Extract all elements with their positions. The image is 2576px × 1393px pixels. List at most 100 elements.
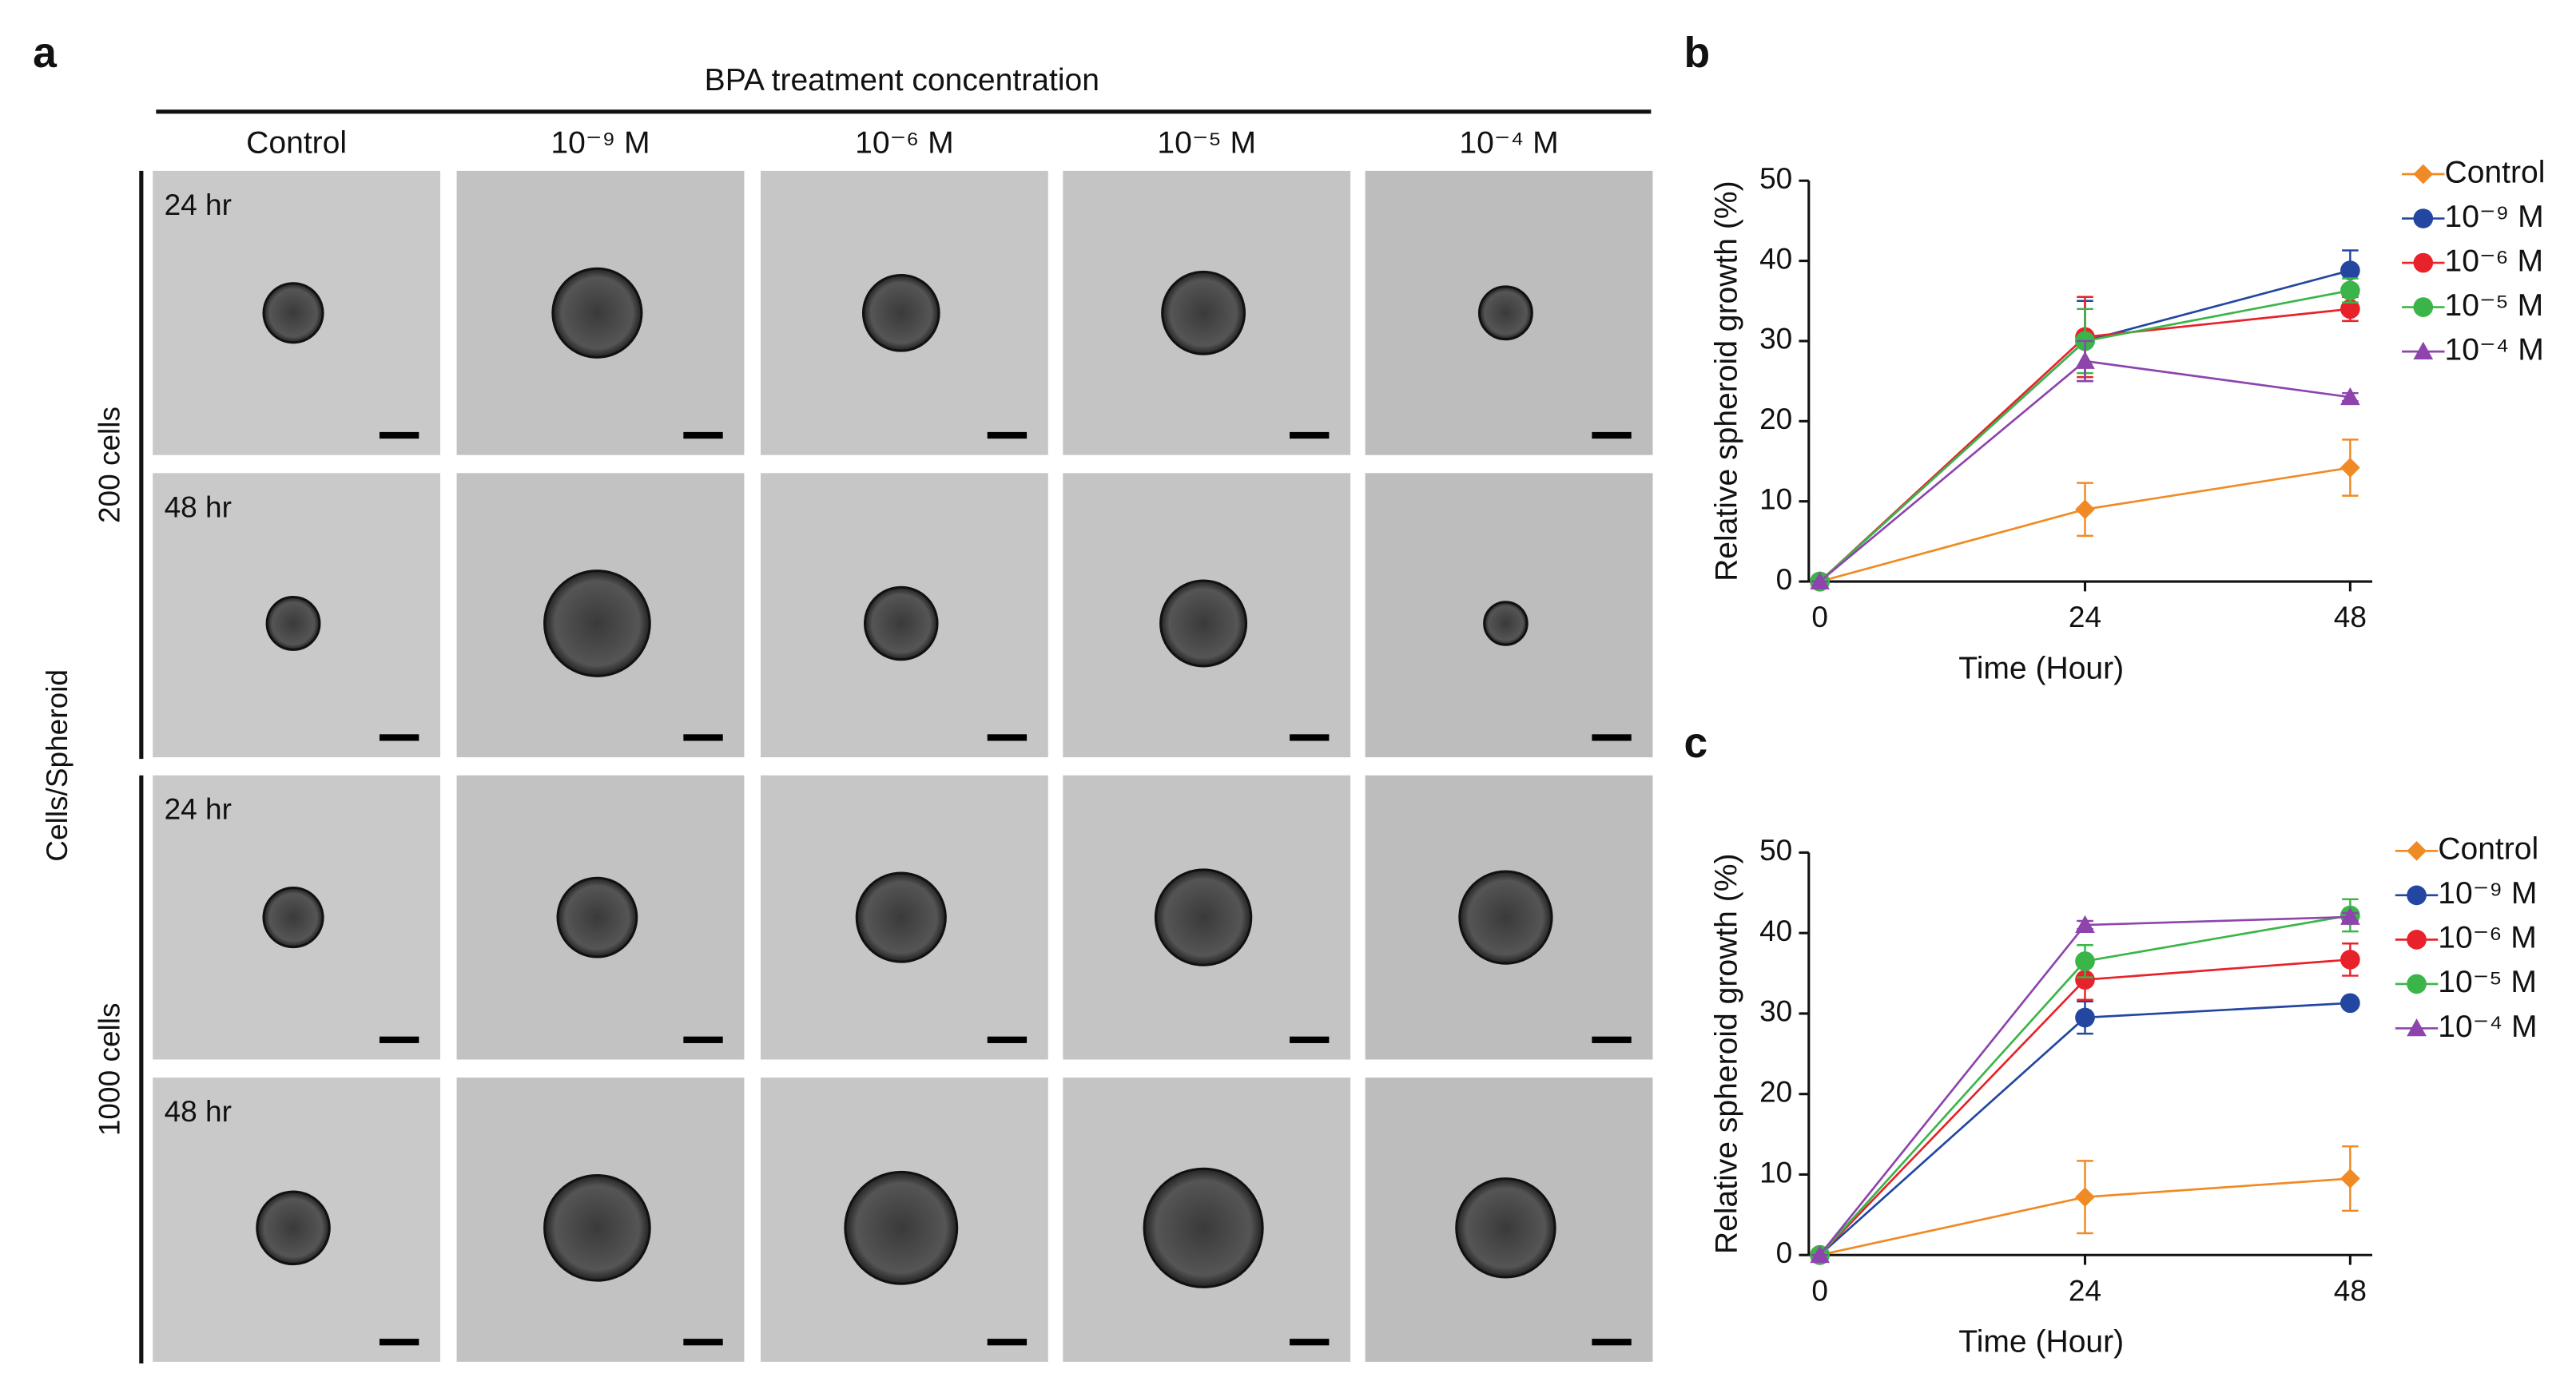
y-axis-label: Relative spheroid growth (%) [1709, 854, 1743, 1255]
spheroid [265, 596, 321, 651]
spheroid [543, 570, 651, 677]
marker [2075, 351, 2095, 369]
spheroid [861, 273, 940, 352]
marker [2075, 970, 2095, 990]
y-tick-label: 30 [1759, 994, 1792, 1028]
y-tick-label: 10 [1759, 1155, 1792, 1189]
legend-label: 10⁻⁵ M [2445, 288, 2544, 323]
legend-label: Control [2438, 832, 2538, 867]
scale-bar [987, 431, 1028, 439]
y-tick-label: 50 [1759, 833, 1792, 867]
y-tick-label: 50 [1759, 161, 1792, 195]
spheroid [855, 871, 947, 963]
panel-label: c [1684, 720, 1708, 767]
column-label: 10⁻⁴ M [1459, 125, 1558, 160]
scale-bar [379, 734, 419, 741]
x-tick-label: 0 [1811, 1273, 1828, 1307]
x-tick-label: 24 [2069, 600, 2101, 633]
spheroid [556, 876, 638, 958]
spheroid [551, 267, 643, 359]
column-label: 10⁻⁹ M [551, 125, 650, 160]
scale-bar [379, 1339, 419, 1346]
marker [1810, 1244, 1830, 1264]
scale-bar [683, 431, 723, 439]
y-tick-label: 40 [1759, 914, 1792, 947]
legend-marker [2407, 1018, 2427, 1037]
x-axis-label: Time (Hour) [1958, 651, 2124, 685]
spheroid [1455, 1177, 1556, 1279]
marker [2075, 1007, 2095, 1028]
legend-label: Control [2445, 155, 2546, 189]
scale-bar [987, 734, 1028, 741]
marker [2340, 907, 2360, 925]
x-tick-label: 0 [1811, 600, 1828, 633]
y-tick-label: 10 [1759, 482, 1792, 515]
spheroid [262, 282, 324, 344]
legend-marker [2407, 974, 2427, 994]
marker [2075, 499, 2095, 520]
y-axis-label: Relative spheroid growth (%) [1709, 181, 1743, 581]
spheroid [1458, 870, 1553, 965]
column-label: 10⁻⁶ M [855, 125, 954, 160]
x-axis-label: Time (Hour) [1958, 1325, 2124, 1359]
marker [2340, 993, 2360, 1014]
spheroid [1477, 285, 1533, 341]
legend-label: 10⁻⁴ M [2445, 332, 2544, 367]
x-tick-label: 48 [2334, 600, 2367, 633]
scale-bar [1290, 734, 1330, 741]
spheroid [1154, 868, 1253, 966]
column-label: Control [246, 125, 347, 160]
scale-bar [683, 1036, 723, 1043]
marker [2340, 260, 2360, 280]
legend-marker [2407, 885, 2427, 906]
scale-bar [683, 734, 723, 741]
scale-bar [1592, 431, 1632, 439]
marker [2075, 1187, 2095, 1208]
time-label: 24 hr [165, 188, 232, 221]
scale-bar [379, 431, 419, 439]
legend-label: 10⁻⁹ M [2445, 200, 2544, 234]
scale-bar [987, 1036, 1028, 1043]
spheroid [1159, 579, 1248, 668]
spheroid [543, 1173, 651, 1282]
y-tick-label: 30 [1759, 322, 1792, 355]
axis-label: Cells/Spheroid [40, 669, 74, 862]
scale-bar [1592, 734, 1632, 741]
marker [2340, 950, 2360, 970]
panel-label: a [33, 30, 58, 77]
marker [2340, 458, 2360, 478]
panel-title: BPA treatment concentration [705, 63, 1099, 97]
y-tick-label: 40 [1759, 241, 1792, 275]
spheroid [844, 1170, 959, 1285]
legend-marker [2413, 208, 2434, 228]
legend-marker [2407, 930, 2427, 950]
y-tick-label: 20 [1759, 1074, 1792, 1108]
legend-marker [2413, 341, 2434, 359]
legend-label: 10⁻⁴ M [2438, 1010, 2537, 1044]
x-tick-label: 48 [2334, 1273, 2367, 1307]
legend-label: 10⁻⁹ M [2438, 876, 2537, 911]
legend-marker [2413, 252, 2434, 273]
marker [2075, 915, 2095, 933]
time-label: 48 hr [165, 490, 232, 523]
time-label: 24 hr [165, 792, 232, 826]
legend-label: 10⁻⁵ M [2438, 965, 2537, 999]
marker [1810, 571, 1830, 589]
legend-marker [2413, 297, 2434, 317]
time-label: 48 hr [165, 1094, 232, 1128]
group-label: 200 cells [93, 407, 126, 523]
spheroid [864, 585, 939, 661]
legend-marker [2413, 164, 2434, 185]
marker [2340, 387, 2360, 406]
group-label: 1000 cells [93, 1003, 126, 1137]
scale-bar [379, 1036, 419, 1043]
scale-bar [683, 1339, 723, 1346]
scale-bar [1290, 1339, 1330, 1346]
legend-label: 10⁻⁶ M [2438, 921, 2537, 955]
marker [2075, 951, 2095, 971]
x-tick-label: 24 [2069, 1273, 2101, 1307]
y-tick-label: 0 [1776, 1236, 1793, 1269]
legend-label: 10⁻⁶ M [2445, 244, 2544, 278]
column-label: 10⁻⁵ M [1157, 125, 1256, 160]
